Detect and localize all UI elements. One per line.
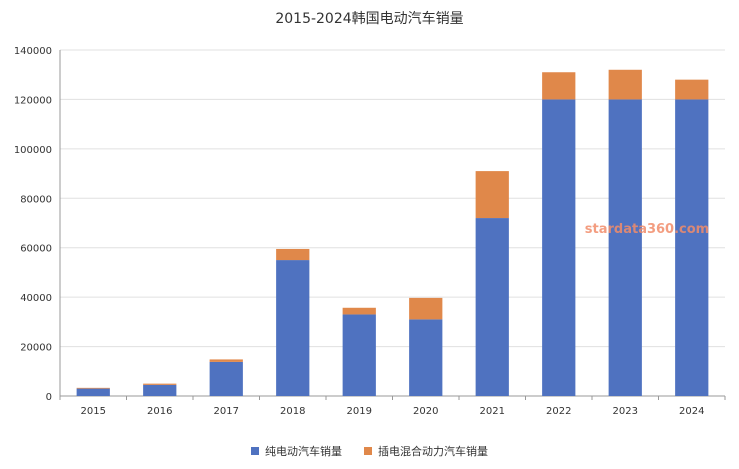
bar-phev-2015 <box>76 387 110 389</box>
bar-bev-2020 <box>409 319 443 396</box>
x-tick-label: 2023 <box>613 406 638 417</box>
y-tick-label: 100000 <box>14 145 52 156</box>
y-tick-label: 20000 <box>20 343 52 354</box>
bar-phev-2024 <box>675 79 709 100</box>
x-tick-label: 2022 <box>546 406 571 417</box>
chart-title: 2015-2024韩国电动汽车销量 <box>275 11 464 27</box>
bar-bev-2021 <box>475 218 509 396</box>
bar-phev-2016 <box>143 383 177 385</box>
bar-bev-2024 <box>675 99 709 396</box>
legend-swatch-phev <box>364 447 372 455</box>
y-tick-label: 0 <box>46 392 52 403</box>
y-tick-label: 120000 <box>14 95 52 106</box>
bar-phev-2017 <box>209 359 243 362</box>
x-tick-label: 2020 <box>413 406 438 417</box>
bar-phev-2023 <box>608 69 642 100</box>
bar-bev-2016 <box>143 384 177 396</box>
legend-item-bev[interactable]: 纯电动汽车销量 <box>251 443 342 459</box>
bar-bev-2019 <box>342 314 376 396</box>
x-tick-label: 2017 <box>214 406 239 417</box>
x-tick-label: 2016 <box>147 406 172 417</box>
legend-label-bev: 纯电动汽车销量 <box>265 445 342 458</box>
bar-bev-2015 <box>76 388 110 396</box>
legend-label-phev: 插电混合动力汽车销量 <box>378 445 488 458</box>
x-tick-label: 2018 <box>280 406 305 417</box>
bar-phev-2021 <box>475 171 509 219</box>
bar-bev-2023 <box>608 99 642 396</box>
y-tick-label: 140000 <box>14 46 52 57</box>
x-tick-label: 2015 <box>81 406 106 417</box>
bar-phev-2018 <box>276 248 310 261</box>
bar-phev-2020 <box>409 297 443 320</box>
y-tick-label: 60000 <box>20 244 52 255</box>
x-tick-label: 2021 <box>480 406 505 417</box>
bar-bev-2022 <box>542 99 576 396</box>
x-tick-label: 2019 <box>347 406 372 417</box>
watermark: stardata360.com <box>585 222 709 237</box>
bar-bev-2017 <box>209 361 243 396</box>
legend: 纯电动汽车销量 插电混合动力汽车销量 <box>0 443 739 459</box>
legend-item-phev[interactable]: 插电混合动力汽车销量 <box>364 443 488 459</box>
y-tick-label: 80000 <box>20 194 52 205</box>
bar-bev-2018 <box>276 260 310 396</box>
x-tick-label: 2024 <box>679 406 704 417</box>
bar-phev-2022 <box>542 72 576 100</box>
legend-swatch-bev <box>251 447 259 455</box>
y-tick-label: 40000 <box>20 293 52 304</box>
bar-phev-2019 <box>342 307 376 315</box>
